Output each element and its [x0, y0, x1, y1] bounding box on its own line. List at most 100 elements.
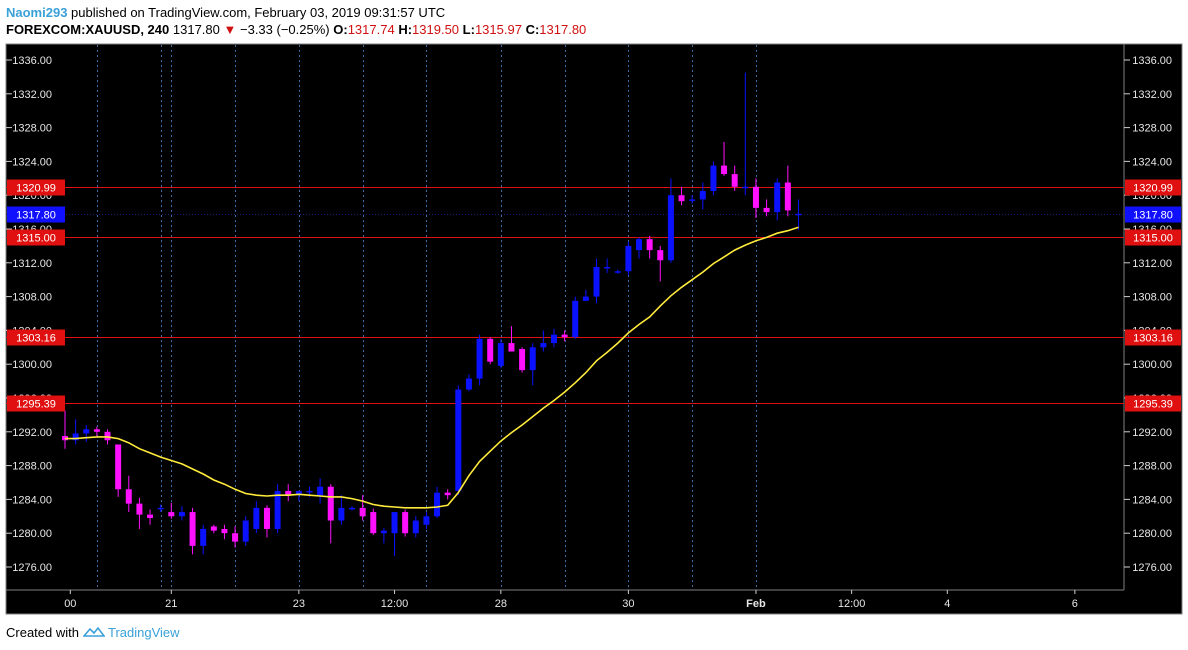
candle-body	[604, 267, 611, 269]
candle-body	[136, 503, 143, 515]
publish-text: published on TradingView.com, February 0…	[71, 5, 446, 20]
candle-body	[763, 207, 770, 213]
candle-up	[465, 374, 472, 392]
last-price-tag-right	[1125, 206, 1181, 223]
level-tag-left	[7, 229, 65, 246]
candle-up	[455, 385, 462, 496]
candle-body	[572, 300, 579, 338]
level-tag-left	[7, 395, 65, 412]
candle-body	[519, 348, 526, 371]
candle-body	[115, 444, 122, 490]
high-label: H:	[398, 22, 413, 37]
candle-body	[487, 338, 494, 362]
candle-up	[349, 506, 356, 511]
x-tick-label: 00	[64, 598, 76, 610]
candle-up	[423, 512, 430, 529]
y-tick-label-right: 1328.00	[1132, 123, 1172, 135]
candle-body	[349, 507, 356, 510]
candle-body	[795, 213, 802, 216]
last-price-tag-right-text: 1317.80	[1133, 210, 1173, 222]
candle-body	[550, 334, 557, 344]
y-tick-label-right: 1288.00	[1132, 461, 1172, 473]
y-tick-label-left: 1280.00	[12, 528, 52, 540]
candle-body	[391, 512, 398, 534]
candle-up	[529, 343, 536, 386]
candle-up	[540, 330, 547, 352]
candle-up	[253, 501, 260, 534]
level-tag-right-text: 1320.99	[1133, 183, 1173, 195]
y-tick-label-right: 1312.00	[1132, 258, 1172, 270]
y-tick-label-right: 1284.00	[1132, 494, 1172, 506]
candle-body	[625, 245, 632, 272]
candle-body	[646, 239, 653, 251]
candle-up	[178, 506, 185, 521]
candle-down	[210, 524, 217, 534]
candle-body	[285, 490, 292, 496]
candle-body	[274, 490, 281, 529]
y-tick-label-left: 1292.00	[12, 427, 52, 439]
candle-body	[731, 174, 738, 187]
candle-down	[327, 484, 334, 544]
candle-body	[104, 431, 111, 441]
candle-down	[487, 337, 494, 365]
candle-body	[561, 334, 568, 338]
candle-down	[519, 347, 526, 373]
candle-body	[168, 512, 175, 517]
symbol-name[interactable]: FOREXCOM:XAUUSD, 240	[6, 22, 170, 37]
candle-down	[93, 426, 100, 437]
candle-body	[689, 199, 696, 201]
candle-up	[434, 486, 441, 518]
candle-body	[232, 533, 239, 542]
candle-body	[306, 490, 313, 493]
candle-body	[721, 165, 728, 175]
candle-up	[710, 161, 717, 196]
y-tick-label-left: 1332.00	[12, 89, 52, 101]
candle-down	[402, 509, 409, 537]
candle-body	[178, 512, 185, 517]
level-tag-right	[1125, 229, 1181, 246]
candle-up	[200, 524, 207, 555]
x-tick-label: Feb	[746, 598, 766, 610]
price-change: −3.33 (−0.25%)	[240, 22, 330, 37]
candle-up	[742, 72, 749, 196]
level-tag-left-text: 1315.00	[16, 233, 56, 245]
candle-up	[338, 495, 345, 525]
candle-down	[263, 505, 270, 538]
x-tick-label: 28	[495, 598, 507, 610]
candle-body	[699, 190, 706, 200]
candle-body	[83, 429, 90, 434]
y-tick-label-right: 1324.00	[1132, 156, 1172, 168]
candle-body	[742, 186, 749, 189]
level-tag-left-text: 1303.16	[16, 333, 56, 345]
candle-body	[210, 526, 217, 531]
candle-down	[721, 141, 728, 176]
x-tick-label: 21	[165, 598, 177, 610]
tradingview-brand-link[interactable]: TradingView	[108, 625, 180, 640]
last-price-tag-left-text: 1317.80	[16, 210, 56, 222]
author-link[interactable]: Naomi293	[6, 5, 68, 20]
candle-body	[636, 239, 643, 251]
candle-up	[412, 516, 419, 538]
candle-body	[125, 489, 132, 504]
y-tick-label-right: 1300.00	[1132, 359, 1172, 371]
candle-body	[540, 343, 547, 348]
y-tick-label-left: 1312.00	[12, 258, 52, 270]
candle-body	[678, 195, 685, 202]
candle-body	[774, 182, 781, 213]
low-label: L:	[462, 22, 475, 37]
candle-body	[402, 512, 409, 534]
close-value: 1317.80	[539, 22, 587, 37]
candle-body	[370, 512, 377, 534]
y-tick-label-right: 1332.00	[1132, 89, 1172, 101]
publish-info: Naomi293 published on TradingView.com, F…	[6, 5, 445, 20]
time-axis-ticks: 00 21 23 12:00 28 30 Feb 12:00 4 6	[64, 590, 1078, 610]
candle-down	[136, 497, 143, 529]
candle-body	[423, 516, 430, 525]
candle-body	[593, 267, 600, 297]
y-tick-label-left: 1276.00	[12, 562, 52, 574]
candle-body	[380, 530, 387, 534]
level-tag-right	[1125, 179, 1181, 196]
candle-down	[657, 245, 664, 282]
x-tick-label: 12:00	[838, 598, 866, 610]
